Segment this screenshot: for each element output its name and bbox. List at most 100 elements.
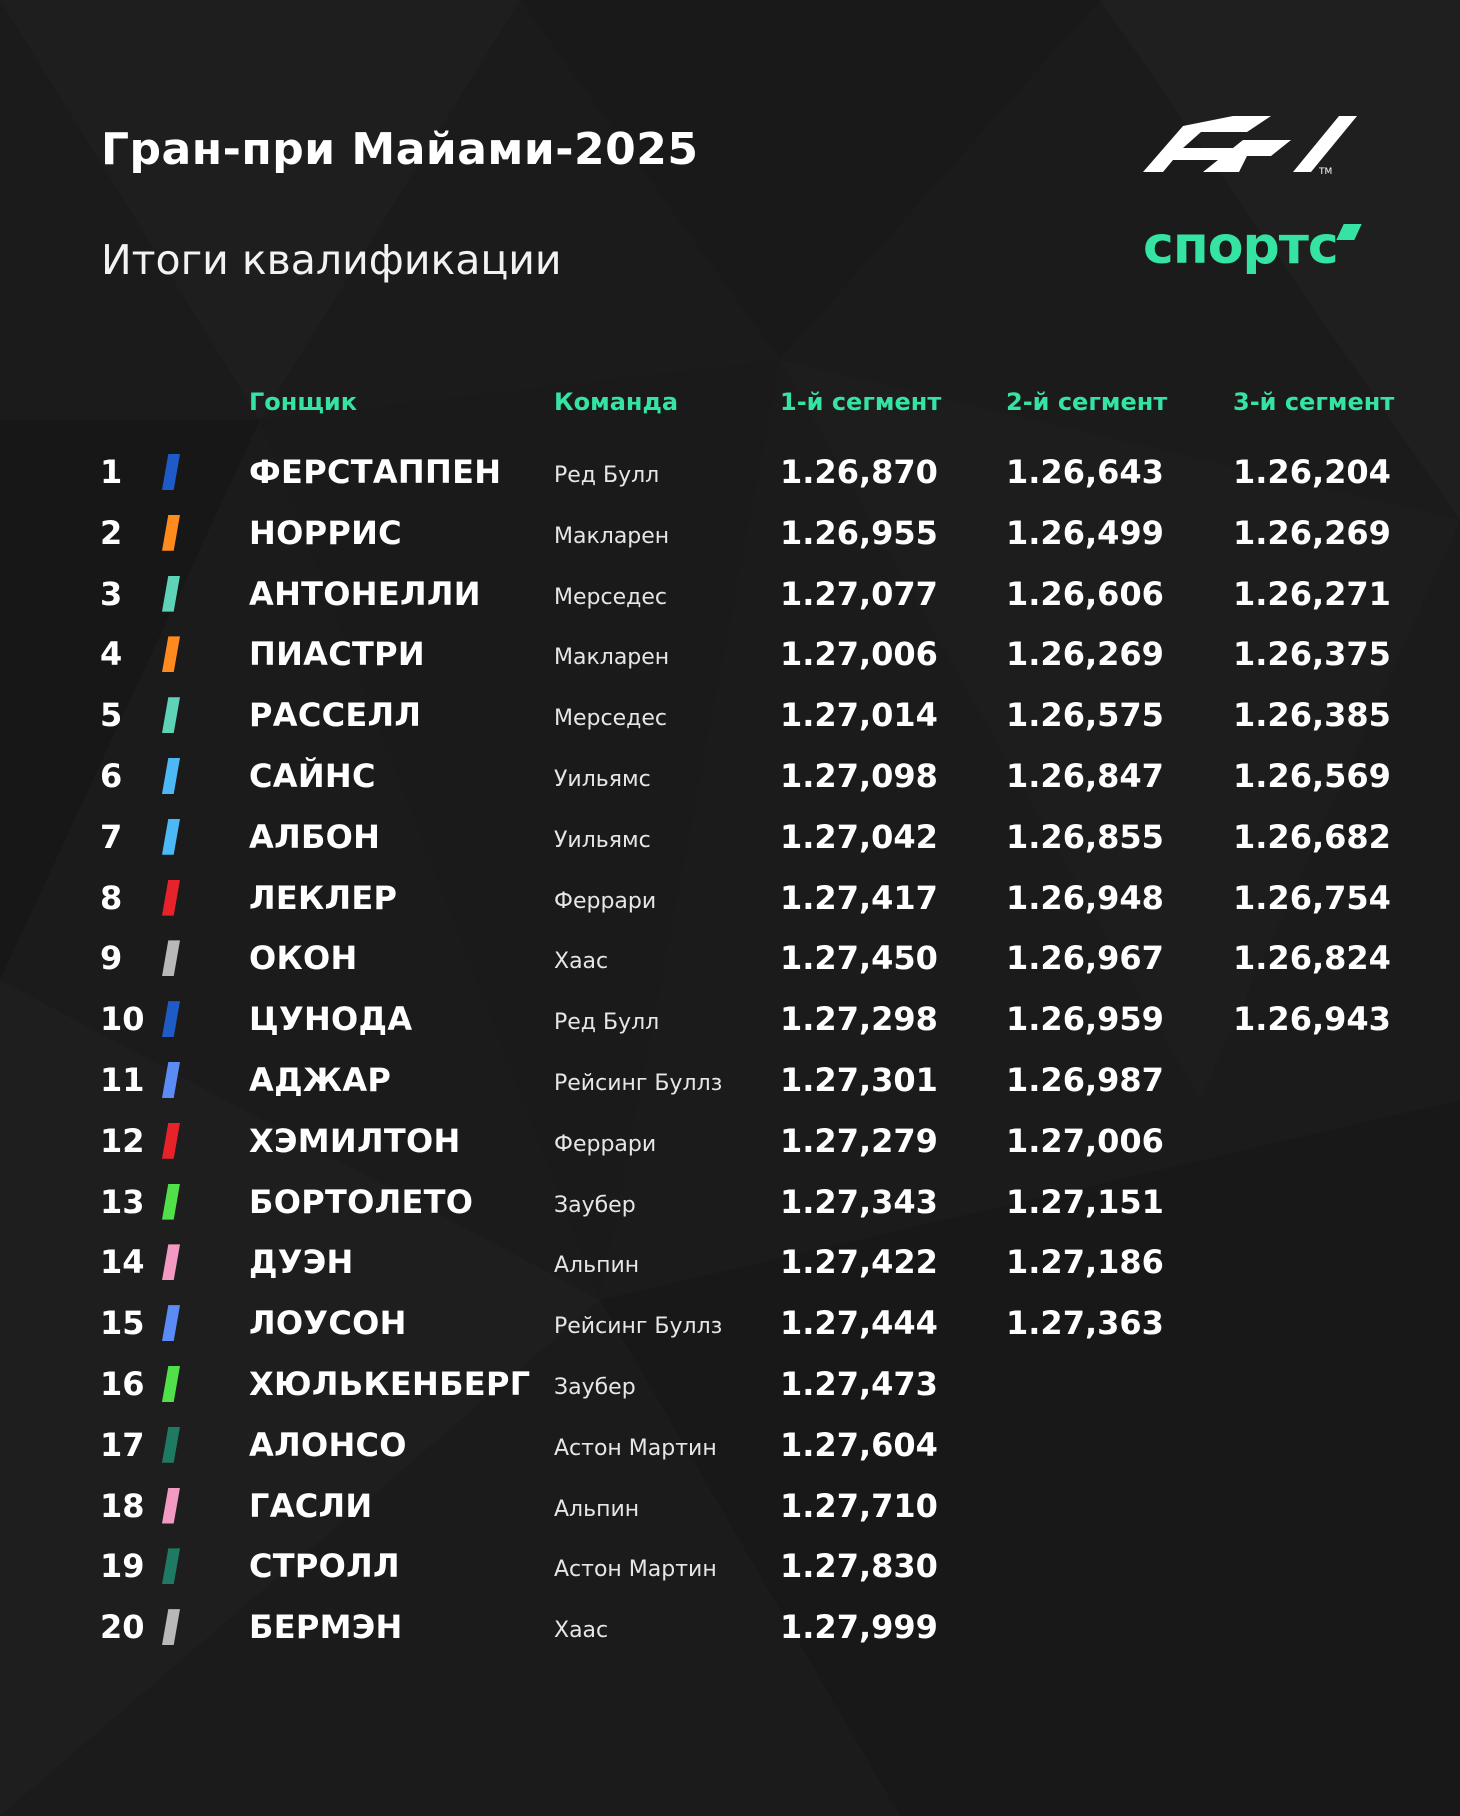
team-color-marker xyxy=(162,1305,180,1342)
team-color-marker xyxy=(162,757,180,794)
position: 4 xyxy=(100,635,123,674)
driver-name: ХЮЛЬКЕНБЕРГ xyxy=(249,1364,531,1403)
q2-time: 1.26,948 xyxy=(1006,878,1164,917)
table-row: 13 БОРТОЛЕТО Заубер 1.27,343 1.27,151 xyxy=(0,1172,1460,1233)
q2-time: 1.27,006 xyxy=(1006,1121,1164,1160)
team-color-marker xyxy=(162,1487,180,1524)
q1-time: 1.27,417 xyxy=(780,878,938,917)
table-row: 9 ОКОН Хаас 1.27,450 1.26,967 1.26,824 xyxy=(0,928,1460,989)
team-color-marker xyxy=(162,697,180,734)
position: 19 xyxy=(100,1547,145,1586)
position: 10 xyxy=(100,1000,145,1039)
q1-time: 1.27,301 xyxy=(780,1060,938,1099)
position: 18 xyxy=(100,1486,145,1525)
table-row: 19 СТРОЛЛ Астон Мартин 1.27,830 xyxy=(0,1536,1460,1597)
q2-time: 1.27,363 xyxy=(1006,1304,1164,1343)
team-color-marker xyxy=(162,454,180,490)
driver-name: ЛОУСОН xyxy=(249,1304,407,1343)
q2-time: 1.26,967 xyxy=(1006,939,1164,978)
q3-time: 1.26,375 xyxy=(1233,635,1391,674)
team-name: Хаас xyxy=(554,1618,609,1644)
position: 20 xyxy=(100,1608,145,1647)
q2-time: 1.26,847 xyxy=(1006,756,1164,795)
f1-logo-icon: TM xyxy=(1143,116,1357,176)
position: 8 xyxy=(100,878,123,917)
page-subtitle: Итоги квалификации xyxy=(101,236,562,284)
table-row: 1 ФЕРСТАППЕН Ред Булл 1.26,870 1.26,643 1.26,… xyxy=(0,442,1460,503)
table-row: 12 ХЭМИЛТОН Феррари 1.27,279 1.27,006 xyxy=(0,1111,1460,1172)
team-color-marker xyxy=(162,1001,180,1038)
team-name: Ред Булл xyxy=(554,1010,660,1036)
team-color-marker xyxy=(162,1365,180,1402)
driver-name: ДУЭН xyxy=(249,1243,354,1282)
table-row: 8 ЛЕКЛЕР Феррари 1.27,417 1.26,948 1.26,754 xyxy=(0,868,1460,929)
table-row: 2 НОРРИС Макларен 1.26,955 1.26,499 1.26,269 xyxy=(0,503,1460,564)
position: 15 xyxy=(100,1304,145,1343)
team-name: Астон Мартин xyxy=(554,1557,717,1583)
driver-name: НОРРИС xyxy=(249,513,402,552)
q1-time: 1.27,343 xyxy=(780,1182,938,1221)
driver-name: БЕРМЭН xyxy=(249,1608,403,1647)
q3-time: 1.26,824 xyxy=(1233,939,1391,978)
q2-time: 1.27,186 xyxy=(1006,1243,1164,1282)
q1-time: 1.27,077 xyxy=(780,574,938,613)
q1-time: 1.27,999 xyxy=(780,1608,938,1647)
driver-name: БОРТОЛЕТО xyxy=(249,1182,474,1221)
team-name: Рейсинг Буллз xyxy=(554,1314,723,1340)
q1-time: 1.27,298 xyxy=(780,1000,938,1039)
driver-name: ГАСЛИ xyxy=(249,1486,373,1525)
driver-name: ЦУНОДА xyxy=(249,1000,413,1039)
table-row: 7 АЛБОН Уильямс 1.27,042 1.26,855 1.26,682 xyxy=(0,807,1460,868)
team-color-marker xyxy=(162,940,180,977)
table-header: Гонщик Команда 1-й сегмент 2-й сегмент 3… xyxy=(0,388,1460,428)
q1-time: 1.27,450 xyxy=(780,939,938,978)
q1-time: 1.27,042 xyxy=(780,817,938,856)
driver-name: ПИАСТРИ xyxy=(249,635,425,674)
team-name: Макларен xyxy=(554,523,670,549)
q3-time: 1.26,943 xyxy=(1233,1000,1391,1039)
driver-name: СТРОЛЛ xyxy=(249,1547,400,1586)
driver-name: РАССЕЛЛ xyxy=(249,696,422,735)
q3-time: 1.26,271 xyxy=(1233,574,1391,613)
team-name: Хаас xyxy=(554,949,609,975)
table-row: 10 ЦУНОДА Ред Булл 1.27,298 1.26,959 1.26,943 xyxy=(0,989,1460,1050)
team-color-marker xyxy=(162,575,180,612)
team-color-marker xyxy=(162,1183,180,1220)
sports-logo-text: спортс xyxy=(1143,216,1339,276)
position: 17 xyxy=(100,1425,145,1464)
q1-time: 1.27,830 xyxy=(780,1547,938,1586)
q2-time: 1.26,269 xyxy=(1006,635,1164,674)
q3-time: 1.26,204 xyxy=(1233,453,1391,491)
svg-text:TM: TM xyxy=(1318,167,1332,176)
q1-time: 1.27,422 xyxy=(780,1243,938,1282)
table-row: 14 ДУЭН Альпин 1.27,422 1.27,186 xyxy=(0,1232,1460,1293)
q1-time: 1.26,955 xyxy=(780,513,938,552)
position: 2 xyxy=(100,513,123,552)
header-team: Команда xyxy=(554,388,679,416)
position: 1 xyxy=(100,453,123,491)
position: 13 xyxy=(100,1182,145,1221)
header-q3: 3-й сегмент xyxy=(1233,388,1395,416)
position: 12 xyxy=(100,1121,145,1160)
table-row: 17 АЛОНСО Астон Мартин 1.27,604 xyxy=(0,1415,1460,1476)
q3-time: 1.26,682 xyxy=(1233,817,1391,856)
team-name: Ред Булл xyxy=(554,463,660,488)
team-name: Макларен xyxy=(554,645,670,671)
team-name: Рейсинг Буллз xyxy=(554,1070,723,1096)
team-name: Заубер xyxy=(554,1374,636,1400)
table-row: 6 САЙНС Уильямс 1.27,098 1.26,847 1.26,569 xyxy=(0,746,1460,807)
driver-name: ОКОН xyxy=(249,939,358,978)
team-name: Заубер xyxy=(554,1192,636,1218)
position: 3 xyxy=(100,574,123,613)
team-name: Уильямс xyxy=(554,827,651,853)
table-row: 11 АДЖАР Рейсинг Буллз 1.27,301 1.26,987 xyxy=(0,1050,1460,1111)
table-row: 16 ХЮЛЬКЕНБЕРГ Заубер 1.27,473 xyxy=(0,1354,1460,1415)
q2-time: 1.26,575 xyxy=(1006,696,1164,735)
q1-time: 1.27,604 xyxy=(780,1425,938,1464)
driver-name: АЛБОН xyxy=(249,817,381,856)
team-name: Альпин xyxy=(554,1253,640,1279)
table-row: 3 АНТОНЕЛЛИ Мерседес 1.27,077 1.26,606 1.26,2… xyxy=(0,564,1460,625)
driver-name: ЛЕКЛЕР xyxy=(249,878,398,917)
q3-time: 1.26,569 xyxy=(1233,756,1391,795)
